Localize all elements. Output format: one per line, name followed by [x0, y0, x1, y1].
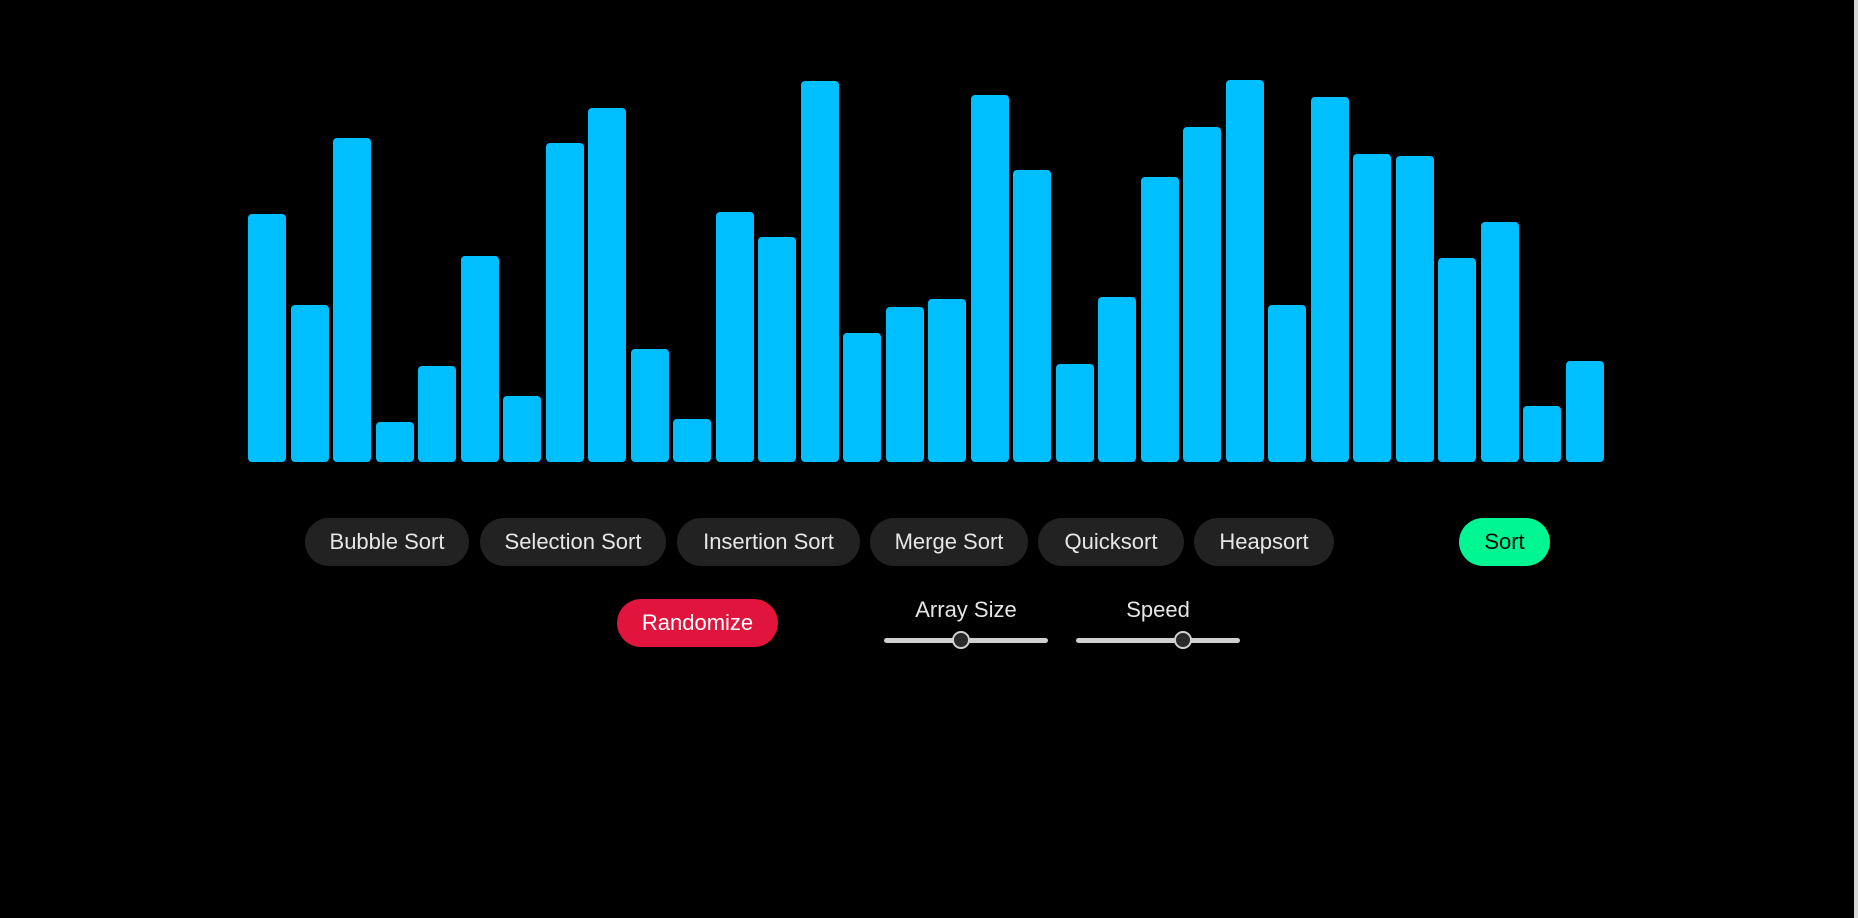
array-bar	[248, 214, 286, 462]
heapsort-button[interactable]: Heapsort	[1194, 518, 1334, 566]
array-bar	[503, 396, 541, 462]
array-bar	[1268, 305, 1306, 462]
array-bar	[885, 307, 924, 462]
array-bar	[1395, 156, 1434, 462]
array-bar	[588, 108, 626, 462]
array-bar	[545, 143, 584, 462]
merge-sort-button[interactable]: Merge Sort	[870, 518, 1028, 566]
speed-control: Speed	[1076, 596, 1240, 649]
array-bar	[460, 256, 499, 462]
speed-slider-track[interactable]	[1076, 638, 1240, 643]
array-bar	[800, 81, 839, 462]
bar-chart	[248, 80, 1608, 462]
array-bar	[1565, 361, 1604, 462]
array-bar	[928, 299, 966, 462]
array-bar	[630, 349, 669, 462]
selection-sort-button[interactable]: Selection Sort	[480, 518, 666, 566]
array-size-label: Array Size	[915, 597, 1017, 622]
array-size-slider-thumb[interactable]	[952, 631, 971, 649]
randomize-button[interactable]: Randomize	[617, 599, 778, 647]
array-bar	[1523, 406, 1561, 462]
scrollbar[interactable]	[1854, 0, 1858, 918]
speed-label: Speed	[1126, 597, 1190, 622]
array-bar	[1140, 177, 1179, 462]
quicksort-button[interactable]: Quicksort	[1038, 518, 1184, 566]
speed-slider-thumb[interactable]	[1173, 631, 1192, 649]
bubble-sort-button[interactable]: Bubble Sort	[305, 518, 469, 566]
array-bar	[1183, 127, 1221, 462]
array-bar	[715, 212, 754, 462]
array-bar	[673, 419, 711, 462]
array-bar	[1480, 222, 1519, 462]
array-bar	[758, 237, 796, 462]
array-size-control: Array Size	[884, 596, 1048, 649]
array-bar	[1310, 97, 1349, 462]
array-bar	[970, 95, 1009, 462]
array-bar	[1098, 297, 1136, 462]
array-bar	[843, 333, 881, 462]
array-bar	[418, 366, 456, 462]
array-bar	[1055, 364, 1094, 462]
array-bar	[1225, 80, 1264, 462]
array-bar	[1438, 258, 1476, 462]
array-bar	[333, 138, 371, 462]
array-bar	[1013, 170, 1051, 462]
array-bar	[290, 305, 329, 462]
sort-button[interactable]: Sort	[1459, 518, 1550, 566]
insertion-sort-button[interactable]: Insertion Sort	[677, 518, 860, 566]
array-bar	[1353, 154, 1391, 462]
array-bar	[375, 422, 414, 462]
